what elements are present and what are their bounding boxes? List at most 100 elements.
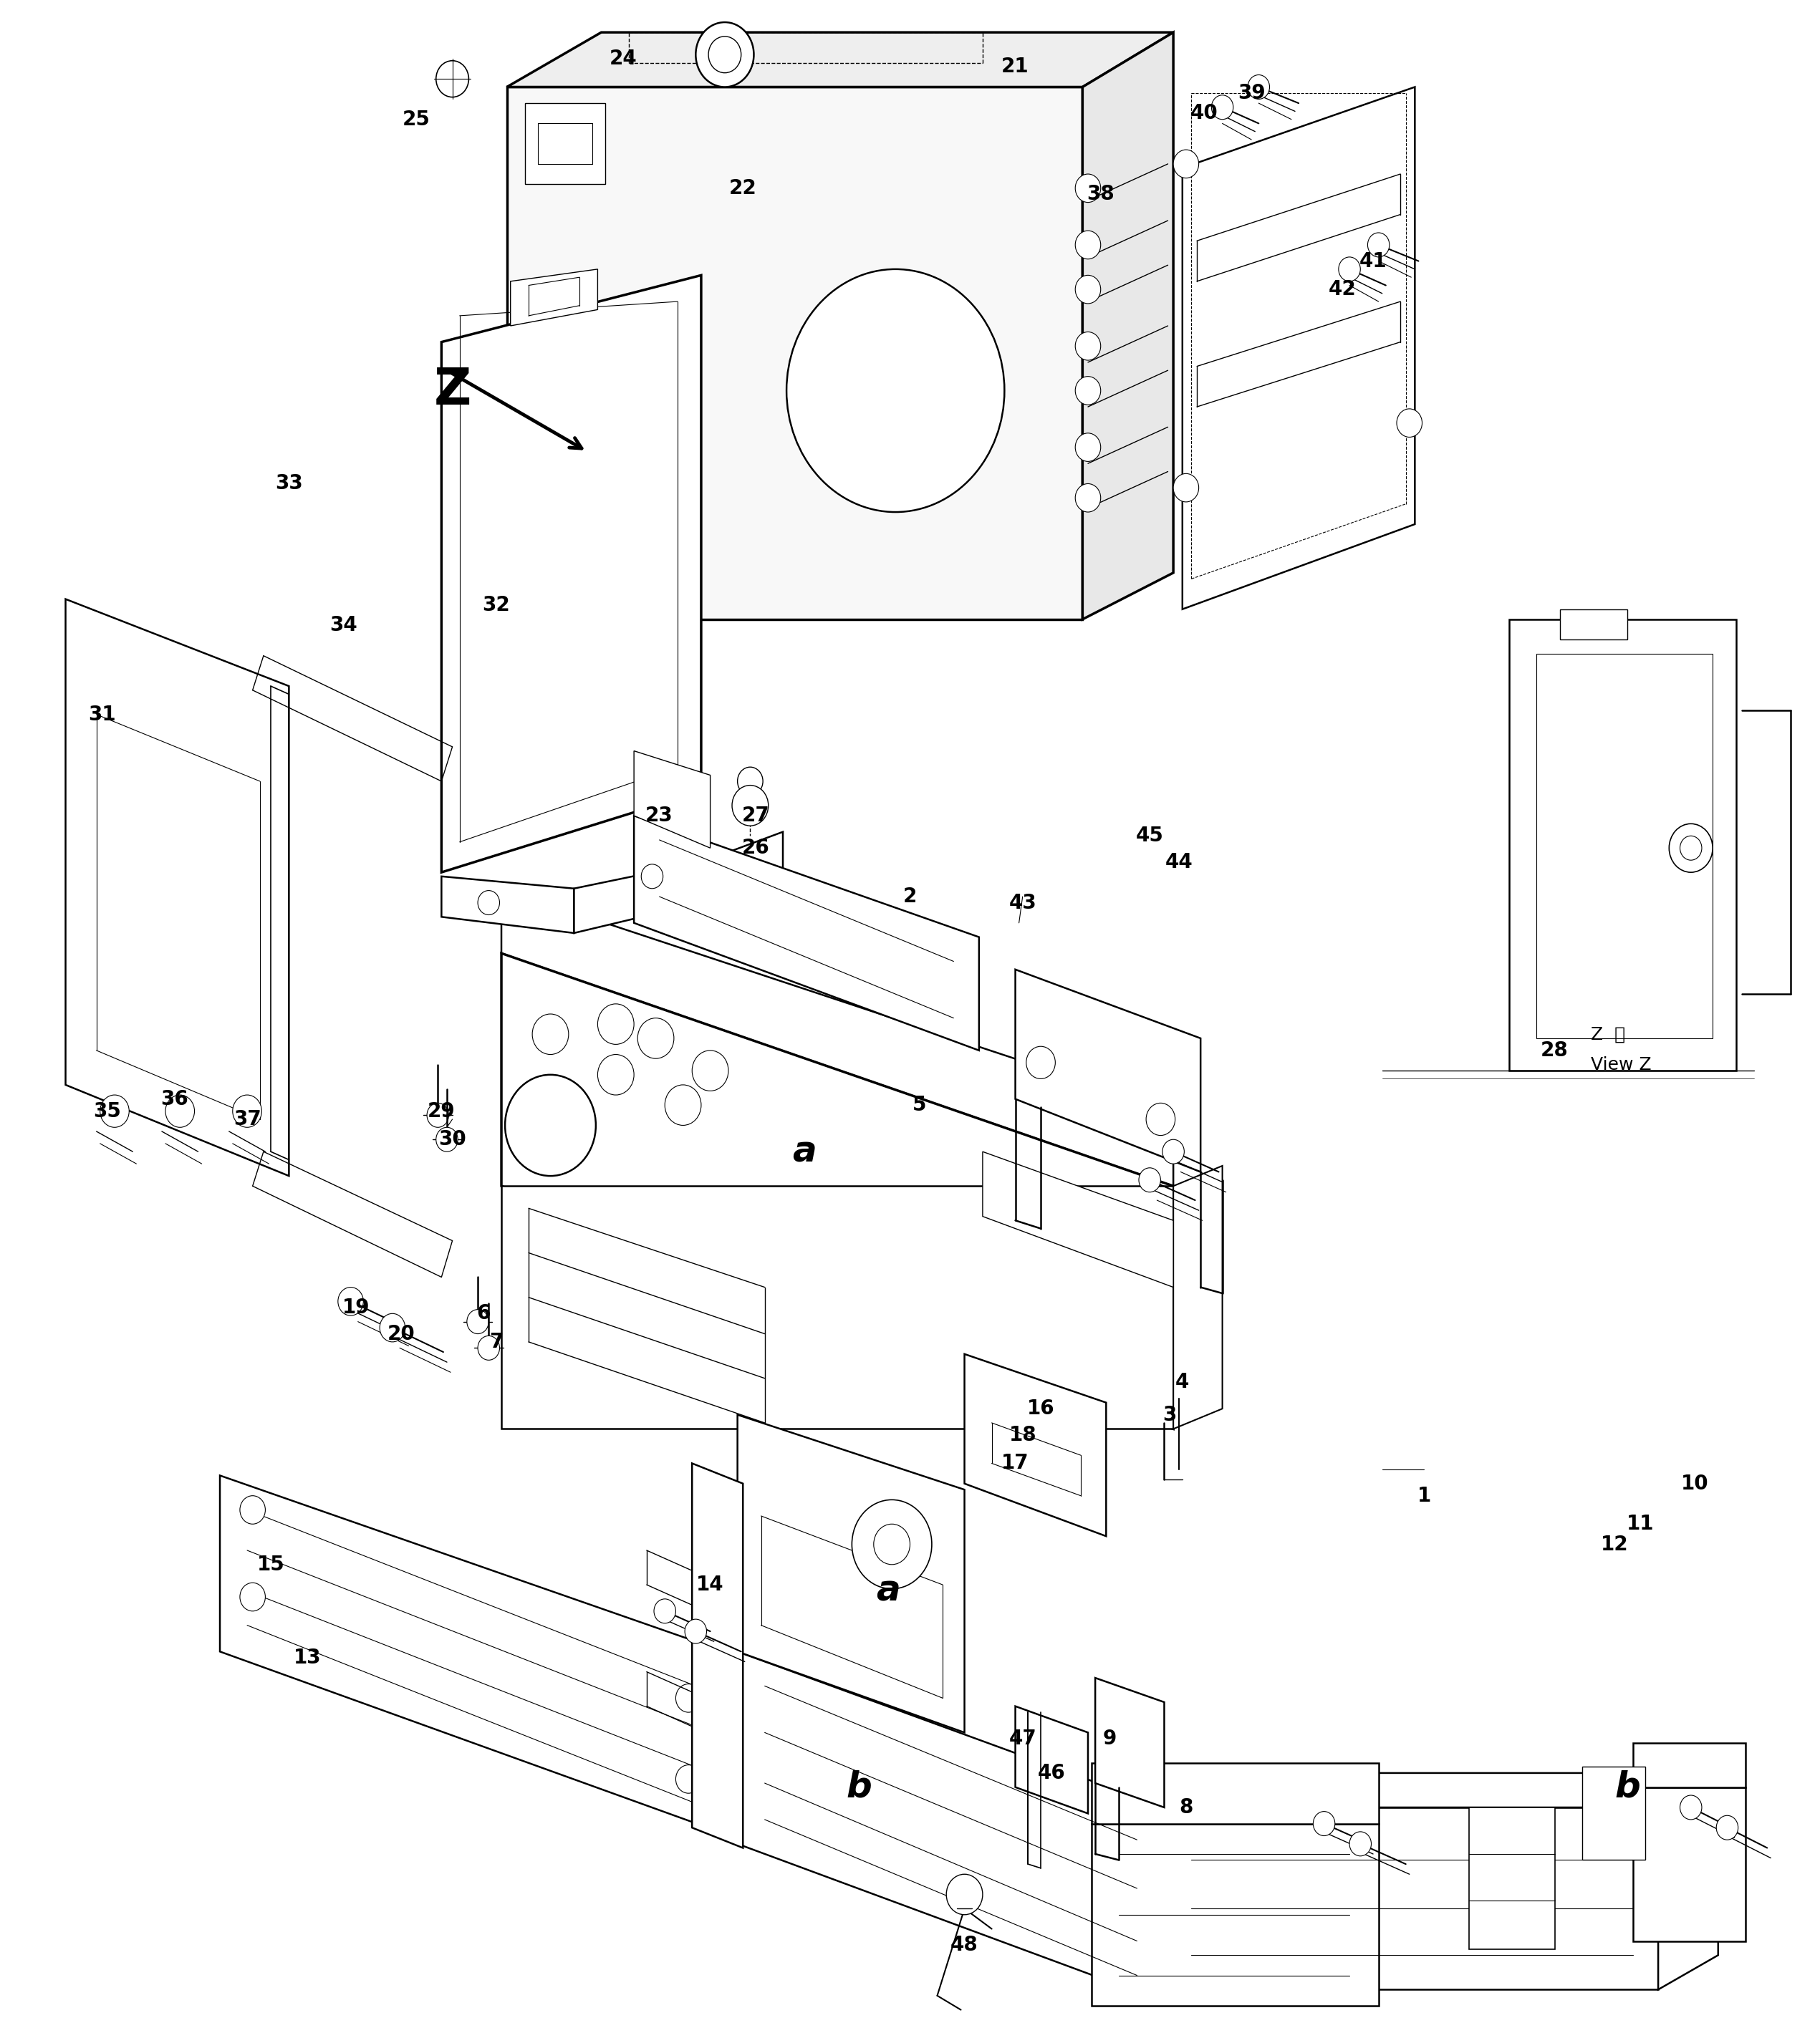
Polygon shape xyxy=(1092,1823,1378,2006)
Polygon shape xyxy=(1161,1772,1718,1807)
Circle shape xyxy=(1314,1811,1334,1835)
Text: 9: 9 xyxy=(1103,1728,1117,1748)
Circle shape xyxy=(1139,1168,1161,1192)
Text: 37: 37 xyxy=(233,1109,260,1130)
Text: 2: 2 xyxy=(903,886,917,907)
Polygon shape xyxy=(633,815,979,1051)
Text: 8: 8 xyxy=(1179,1797,1192,1817)
Circle shape xyxy=(1076,377,1101,406)
Circle shape xyxy=(1076,485,1101,511)
Text: 16: 16 xyxy=(1026,1399,1054,1420)
Polygon shape xyxy=(983,1152,1174,1288)
Circle shape xyxy=(1680,836,1702,860)
Circle shape xyxy=(874,1525,910,1564)
Text: 31: 31 xyxy=(87,704,116,724)
Polygon shape xyxy=(1633,1787,1745,1941)
Polygon shape xyxy=(1560,608,1627,639)
Text: 32: 32 xyxy=(482,594,510,614)
Polygon shape xyxy=(442,876,573,933)
Circle shape xyxy=(637,1018,673,1059)
Text: 33: 33 xyxy=(275,475,302,493)
Text: 35: 35 xyxy=(93,1101,122,1121)
Circle shape xyxy=(240,1582,266,1610)
Circle shape xyxy=(1147,1103,1176,1136)
Circle shape xyxy=(479,1336,499,1361)
Text: 47: 47 xyxy=(1008,1728,1036,1748)
Polygon shape xyxy=(633,750,710,848)
Circle shape xyxy=(339,1288,364,1316)
Circle shape xyxy=(428,1103,450,1128)
Circle shape xyxy=(1212,95,1234,120)
Circle shape xyxy=(946,1874,983,1914)
Polygon shape xyxy=(510,270,597,327)
Text: 20: 20 xyxy=(388,1324,415,1345)
Circle shape xyxy=(437,61,470,97)
Text: 10: 10 xyxy=(1680,1474,1709,1493)
Text: 39: 39 xyxy=(1238,83,1265,103)
Polygon shape xyxy=(1633,1742,1745,1787)
Text: a: a xyxy=(875,1574,901,1608)
Text: 4: 4 xyxy=(1176,1373,1188,1393)
Circle shape xyxy=(597,1004,633,1044)
Text: 7: 7 xyxy=(490,1332,502,1353)
Text: 45: 45 xyxy=(1136,825,1163,846)
Text: 11: 11 xyxy=(1627,1515,1654,1533)
Text: 36: 36 xyxy=(160,1089,189,1109)
Circle shape xyxy=(675,1764,701,1793)
Polygon shape xyxy=(506,87,1083,619)
Circle shape xyxy=(675,1683,701,1712)
Polygon shape xyxy=(1016,969,1201,1172)
Circle shape xyxy=(233,1095,262,1128)
Circle shape xyxy=(1338,258,1360,282)
Polygon shape xyxy=(692,1464,743,1848)
Polygon shape xyxy=(1658,1772,1718,1989)
Text: a: a xyxy=(792,1134,817,1168)
Text: 21: 21 xyxy=(1001,57,1028,77)
Text: 12: 12 xyxy=(1602,1535,1629,1553)
Polygon shape xyxy=(1174,1166,1223,1430)
Text: 42: 42 xyxy=(1329,280,1356,300)
Circle shape xyxy=(641,864,662,888)
Polygon shape xyxy=(501,1186,1174,1430)
Text: 44: 44 xyxy=(1165,852,1192,872)
Polygon shape xyxy=(1096,1677,1165,1807)
Polygon shape xyxy=(1469,1807,1554,1949)
Polygon shape xyxy=(501,888,1174,1186)
Circle shape xyxy=(852,1501,932,1588)
Text: 5: 5 xyxy=(912,1095,926,1115)
Text: 1: 1 xyxy=(1418,1487,1431,1505)
Circle shape xyxy=(1174,150,1199,178)
Polygon shape xyxy=(220,1476,724,1833)
Circle shape xyxy=(1026,1046,1056,1079)
Polygon shape xyxy=(506,32,1174,87)
Polygon shape xyxy=(737,1416,965,1732)
Circle shape xyxy=(504,1075,595,1176)
Text: 18: 18 xyxy=(1008,1426,1036,1446)
Text: 17: 17 xyxy=(1001,1454,1028,1474)
Circle shape xyxy=(1716,1815,1738,1839)
Text: Z: Z xyxy=(433,365,471,416)
Circle shape xyxy=(1349,1831,1370,1856)
Text: 28: 28 xyxy=(1542,1040,1569,1061)
Text: 38: 38 xyxy=(1087,185,1114,205)
Polygon shape xyxy=(1161,1807,1658,1989)
Circle shape xyxy=(692,1051,728,1091)
Text: 41: 41 xyxy=(1360,251,1387,272)
Circle shape xyxy=(786,270,1005,511)
Circle shape xyxy=(653,1598,675,1622)
Polygon shape xyxy=(573,862,701,933)
Text: 34: 34 xyxy=(329,614,357,635)
Circle shape xyxy=(1367,233,1389,258)
Circle shape xyxy=(479,890,499,915)
Circle shape xyxy=(166,1095,195,1128)
Circle shape xyxy=(1076,434,1101,462)
Text: 24: 24 xyxy=(610,49,637,69)
Circle shape xyxy=(1076,174,1101,203)
Text: 15: 15 xyxy=(257,1555,284,1574)
Polygon shape xyxy=(737,1651,1165,2002)
Circle shape xyxy=(1076,231,1101,260)
Circle shape xyxy=(684,1618,706,1643)
Polygon shape xyxy=(442,276,701,872)
Text: 13: 13 xyxy=(293,1647,320,1667)
Text: 27: 27 xyxy=(743,805,770,825)
